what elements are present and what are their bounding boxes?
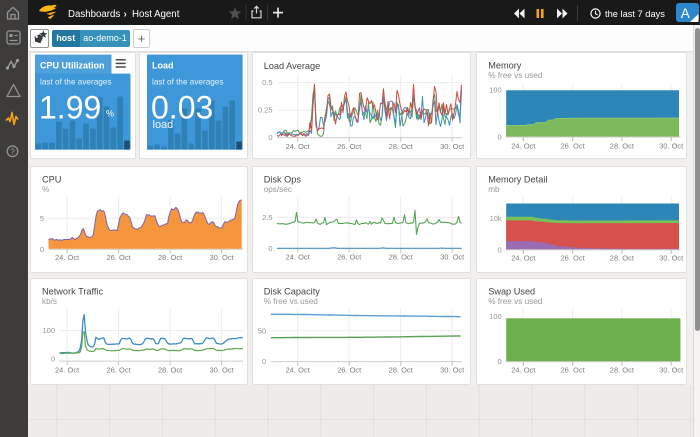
svg-text:28. Oct: 28. Oct: [158, 253, 183, 262]
svg-text:mb: mb: [488, 184, 500, 193]
svg-text:24. Oct: 24. Oct: [286, 252, 311, 261]
svg-text:24. Oct: 24. Oct: [512, 142, 537, 151]
svg-text:28. Oct: 28. Oct: [389, 252, 414, 261]
svg-text:28. Oct: 28. Oct: [158, 366, 183, 375]
svg-text:Load: Load: [152, 61, 174, 71]
svg-text:Dashboards: Dashboards: [68, 9, 120, 20]
svg-text:0: 0: [40, 244, 44, 253]
svg-text:30. Oct: 30. Oct: [659, 142, 684, 151]
svg-text:26. Oct: 26. Oct: [561, 366, 586, 375]
svg-text:›: ›: [124, 9, 127, 20]
svg-text:26. Oct: 26. Oct: [337, 252, 362, 261]
svg-text:0: 0: [269, 244, 273, 253]
svg-text:?: ?: [10, 148, 15, 157]
svg-text:0.03: 0.03: [151, 90, 213, 126]
svg-text:0: 0: [262, 358, 266, 367]
svg-text:the last 7 days: the last 7 days: [605, 9, 665, 19]
svg-text:0: 0: [498, 133, 502, 142]
svg-text:% free vs used: % free vs used: [488, 71, 543, 80]
svg-text:5: 5: [40, 213, 44, 222]
svg-text:Load Average: Load Average: [264, 61, 321, 71]
svg-text:kb/s: kb/s: [42, 297, 57, 306]
svg-text:100: 100: [489, 312, 502, 321]
svg-text:30. Oct: 30. Oct: [659, 253, 684, 262]
svg-text:28. Oct: 28. Oct: [610, 253, 635, 262]
svg-text:2.5: 2.5: [262, 213, 272, 222]
svg-text:Swap Used: Swap Used: [488, 287, 535, 297]
svg-text:50: 50: [258, 327, 266, 336]
svg-text:26. Oct: 26. Oct: [561, 142, 586, 151]
svg-text:last of the averages: last of the averages: [152, 78, 223, 87]
svg-text:100: 100: [489, 86, 502, 95]
svg-text:0.25: 0.25: [258, 106, 273, 115]
svg-text:24. Oct: 24. Oct: [512, 253, 537, 262]
svg-text:28. Oct: 28. Oct: [389, 366, 414, 375]
svg-text:28. Oct: 28. Oct: [610, 366, 635, 375]
svg-text:0.5: 0.5: [262, 79, 272, 88]
svg-text:% free vs used: % free vs used: [488, 297, 543, 306]
svg-text:24. Oct: 24. Oct: [55, 253, 80, 262]
svg-text:26. Oct: 26. Oct: [561, 253, 586, 262]
svg-text:Memory: Memory: [488, 61, 522, 71]
svg-text:0: 0: [51, 355, 55, 364]
svg-text:30. Oct: 30. Oct: [659, 366, 684, 375]
svg-text:Memory Detail: Memory Detail: [488, 174, 547, 184]
svg-text:30. Oct: 30. Oct: [210, 366, 235, 375]
svg-text:30. Oct: 30. Oct: [440, 366, 465, 375]
svg-text:%: %: [42, 184, 49, 193]
svg-text:0: 0: [269, 134, 273, 143]
svg-text:28. Oct: 28. Oct: [389, 142, 414, 151]
svg-text:Host Agent: Host Agent: [132, 9, 180, 20]
svg-text:26. Oct: 26. Oct: [107, 366, 132, 375]
svg-text:30. Oct: 30. Oct: [440, 252, 465, 261]
svg-text:30. Oct: 30. Oct: [210, 253, 235, 262]
svg-text:% free vs used: % free vs used: [264, 297, 319, 306]
svg-text:0: 0: [498, 358, 502, 367]
svg-text:24. Oct: 24. Oct: [286, 366, 311, 375]
svg-text:0: 0: [498, 245, 502, 254]
svg-text:28. Oct: 28. Oct: [610, 142, 635, 151]
svg-text:24. Oct: 24. Oct: [55, 366, 80, 375]
svg-text:30. Oct: 30. Oct: [440, 142, 465, 151]
svg-text:26. Oct: 26. Oct: [337, 366, 362, 375]
svg-text:Network Traffic: Network Traffic: [42, 287, 104, 297]
svg-text:100: 100: [42, 327, 55, 336]
svg-text:1.99: 1.99: [39, 90, 101, 126]
svg-text:A: A: [681, 6, 690, 21]
svg-text:24. Oct: 24. Oct: [286, 142, 311, 151]
svg-text:24. Oct: 24. Oct: [512, 366, 537, 375]
svg-text:Disk Ops: Disk Ops: [264, 174, 302, 184]
svg-text:load: load: [153, 120, 174, 132]
svg-text:ops/sec: ops/sec: [264, 184, 292, 193]
svg-text:26. Oct: 26. Oct: [337, 142, 362, 151]
svg-text:CPU: CPU: [42, 174, 61, 184]
svg-text:10k: 10k: [490, 214, 502, 223]
svg-text:Disk Capacity: Disk Capacity: [264, 287, 321, 297]
svg-text:%: %: [106, 109, 114, 119]
svg-text:CPU Utilization: CPU Utilization: [40, 61, 105, 71]
svg-text:last of the averages: last of the averages: [40, 78, 111, 87]
svg-text:26. Oct: 26. Oct: [107, 253, 132, 262]
